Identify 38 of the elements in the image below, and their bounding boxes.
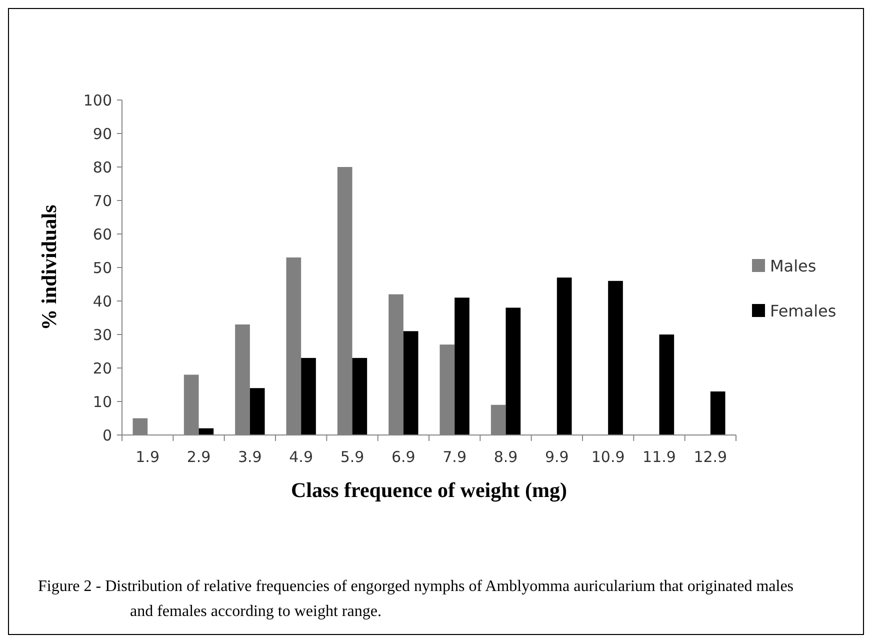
legend-label: Males (770, 256, 816, 276)
bar (352, 358, 368, 435)
x-tick-label: 7.9 (442, 448, 467, 466)
x-tick-label: 2.9 (186, 448, 211, 466)
bar (506, 308, 521, 435)
x-tick-label: 9.9 (544, 448, 569, 466)
x-tick-label: 10.9 (591, 448, 625, 466)
x-tick-label: 11.9 (642, 448, 676, 466)
bar (250, 388, 265, 435)
x-tick-label: 3.9 (238, 448, 262, 466)
y-tick-label: 40 (92, 292, 112, 310)
x-tick-label: 4.9 (289, 448, 314, 466)
y-tick-label: 30 (92, 326, 112, 344)
x-tick-label: 5.9 (340, 448, 364, 466)
y-tick-label: 90 (92, 124, 112, 143)
y-tick-label: 10 (92, 392, 112, 411)
y-tick-label: 20 (92, 359, 112, 378)
bar (659, 334, 674, 435)
bar (608, 280, 623, 435)
y-tick-label: 0 (102, 426, 112, 444)
x-tick-label: 6.9 (391, 448, 416, 466)
x-axis-title: Class frequence of weight (mg) (290, 478, 568, 502)
caption: Figure 2 - Distribution of relative frequencies of engorged nymphs of Amblyomma auricularium that originated males and females according to weight range. (38, 578, 794, 620)
x-tick-label: 1.9 (136, 448, 160, 466)
x-tick-label: 8.9 (494, 448, 518, 466)
bar (710, 391, 726, 435)
y-axis-title: % individuals (37, 204, 61, 330)
y-tick-label: 100 (83, 91, 112, 110)
y-tick-label: 60 (92, 225, 112, 244)
bar (556, 278, 572, 435)
bar (454, 298, 470, 435)
bar (403, 331, 418, 435)
y-tick-label: 70 (92, 192, 112, 210)
y-tick-label: 80 (92, 158, 112, 176)
y-tick-label: 50 (92, 258, 112, 277)
bar (301, 358, 316, 435)
legend-label: Females (770, 302, 836, 321)
x-tick-label: 12.9 (694, 448, 728, 466)
